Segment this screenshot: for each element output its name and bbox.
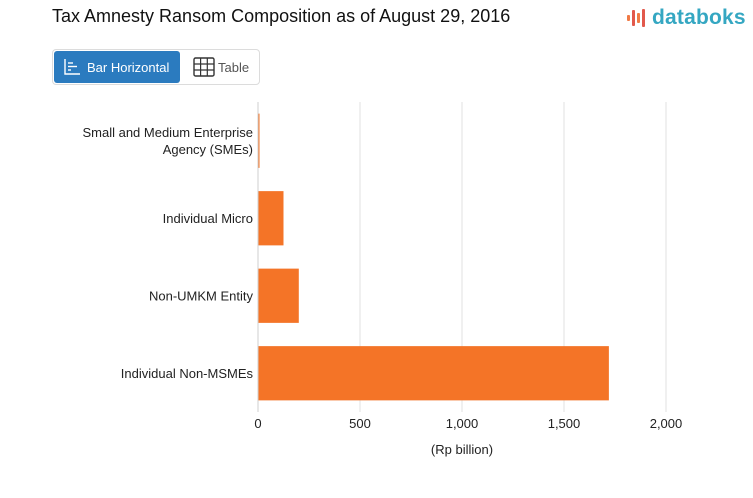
x-tick-label: 2,000 [650,416,683,431]
brand-logo[interactable]: databoks [626,6,746,30]
category-label-line: Agency (SMEs) [163,142,253,157]
category-label-line: Individual Micro [163,211,253,226]
category-label: Individual Non-MSMEs [121,366,254,381]
brand-name: databoks [652,6,746,29]
x-axis-title: (Rp billion) [431,442,493,457]
x-tick-label: 1,000 [446,416,479,431]
bar [258,268,299,323]
databoks-mark-icon [627,9,645,27]
bar [258,346,609,401]
bar-horizontal-label: Bar Horizontal [87,59,170,75]
category-label: Small and Medium Enterprise Agency (SMEs) [82,125,253,157]
bar [258,113,260,168]
bar-horizontal-button[interactable]: Bar Horizontal [54,51,180,83]
x-tick-label: 1,500 [548,416,581,431]
category-label-line: Non-UMKM Entity [149,288,254,303]
table-button[interactable]: Table [190,51,258,83]
chart-title: Tax Amnesty Ransom Composition as of Aug… [52,6,511,26]
table-label: Table [218,59,250,75]
category-label: Non-UMKM Entity [149,288,254,303]
table-icon [193,57,215,77]
category-label-line: Individual Non-MSMEs [121,366,254,381]
x-tick-label: 500 [349,416,371,431]
category-label-line: Small and Medium Enterprise [82,125,253,140]
category-label: Individual Micro [163,211,253,226]
bar-chart-icon [64,59,80,75]
view-toggle: Bar Horizontal Table [52,49,260,85]
bar [258,191,284,246]
x-tick-label: 0 [254,416,261,431]
